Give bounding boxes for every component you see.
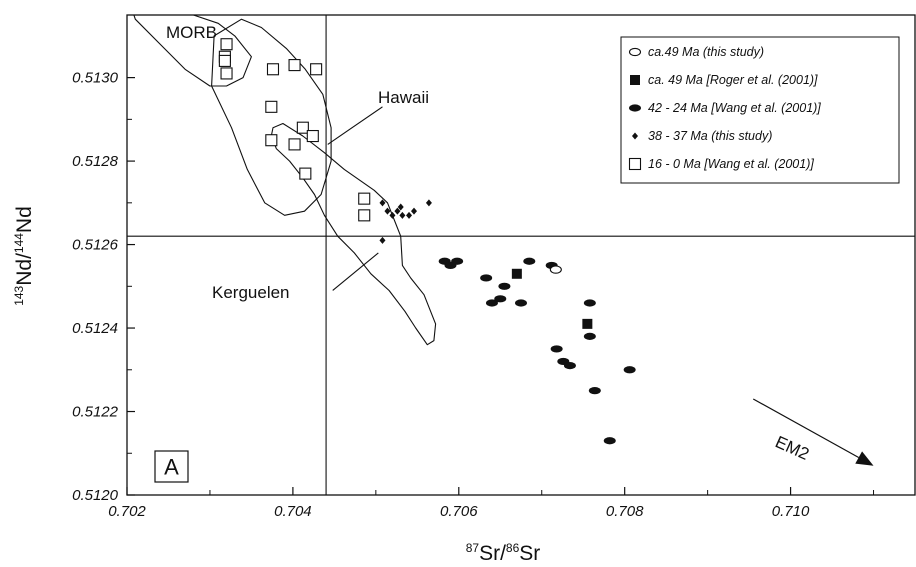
y-tick-label: 0.5130: [72, 70, 119, 87]
reference-lines: [127, 15, 915, 495]
legend-item-2: ca. 49 Ma [Roger et al. (2001)]: [648, 73, 818, 87]
open-square-data-point: [310, 63, 323, 76]
open-square-data-point: [220, 67, 233, 80]
diamond-data-point: [384, 207, 391, 215]
filled-ellipse-data-point: [451, 257, 464, 265]
x-tick-label: 0.704: [274, 503, 312, 520]
legend-marker-filled-ellipse: [629, 104, 641, 112]
x-tick-labels: 0.702 0.704 0.706 0.708 0.710: [108, 503, 810, 520]
open-square-data-point: [288, 138, 301, 151]
filled-ellipse-data-point: [583, 332, 596, 340]
diamond-data-point: [397, 203, 404, 211]
filled-square-data-point: [511, 268, 522, 279]
y-tick-label: 0.5128: [72, 153, 119, 170]
open-square-data-point: [299, 167, 312, 180]
filled-ellipse-data-point: [563, 362, 576, 370]
open-square-data-point: [358, 192, 371, 205]
panel-label-box: [154, 450, 189, 483]
open-square-data-point: [220, 38, 233, 51]
filled-ellipse-data-point: [603, 437, 616, 445]
diamond-data-point: [425, 199, 432, 207]
y-tick-label: 0.5122: [72, 404, 119, 421]
filled-ellipse-data-point: [523, 257, 536, 265]
diamond-data-point: [379, 236, 386, 244]
annotation-arrows: [327, 106, 874, 466]
open-circle-data-point: [549, 265, 562, 274]
filled-ellipse-data-point: [588, 387, 601, 395]
y-axis-title: 143Nd/144Nd: [12, 206, 36, 306]
diamond-data-point: [379, 199, 386, 207]
data-points: [218, 38, 636, 445]
filled-ellipse-data-point: [515, 299, 527, 307]
diamond-data-point: [410, 207, 417, 215]
hawaii-leader-line: [327, 106, 383, 145]
y-tick-label: 0.5120: [72, 487, 119, 504]
x-tick-label: 0.702: [108, 503, 146, 520]
legend-item-3: 42 - 24 Ma [Wang et al. (2001)]: [648, 101, 821, 115]
open-square-data-point: [266, 63, 280, 76]
kerguelen-field-outline: [270, 122, 437, 346]
diamond-data-point: [394, 207, 401, 215]
filled-ellipse-data-point: [623, 366, 636, 374]
x-tick-label: 0.710: [772, 503, 810, 520]
legend-marker-diamond: [632, 132, 638, 140]
x-tick-label: 0.708: [606, 503, 644, 520]
em2-arrow-head: [855, 451, 874, 466]
hawaii-field-label: Hawaii: [378, 88, 429, 107]
x-tick-label: 0.706: [440, 503, 478, 520]
legend-marker-open-circle: [628, 47, 642, 57]
y-tick-labels: 0.5120 0.5122 0.5124 0.5126 0.5128 0.5130: [72, 70, 119, 504]
filled-square-data-point: [582, 318, 593, 329]
legend-item-1: ca.49 Ma (this study): [648, 45, 764, 59]
legend-box: [620, 36, 900, 184]
axis-ticks: [126, 77, 875, 496]
filled-ellipse-data-point: [480, 274, 493, 282]
diamond-data-point: [406, 211, 413, 219]
legend-marker-filled-square: [630, 75, 640, 85]
legend-item-4: 38 - 37 Ma (this study): [648, 129, 772, 143]
open-square-data-point: [265, 100, 278, 113]
kerguelen-leader-line: [332, 252, 379, 291]
y-tick-label: 0.5124: [72, 320, 118, 337]
kerguelen-field-label: Kerguelen: [212, 283, 290, 302]
open-square-data-point: [358, 209, 371, 222]
filled-ellipse-data-point: [494, 295, 507, 303]
open-square-data-point: [306, 129, 319, 143]
x-axis-title: 87Sr/86Sr: [466, 541, 541, 565]
legend: ca.49 Ma (this study) ca. 49 Ma [Roger e…: [620, 36, 900, 184]
filled-ellipse-data-point: [583, 299, 596, 307]
filled-ellipse-data-point: [550, 345, 563, 353]
open-square-data-point: [218, 54, 231, 67]
legend-item-5: 16 - 0 Ma [Wang et al. (2001)]: [648, 157, 814, 171]
y-tick-label: 0.5126: [72, 237, 119, 254]
diamond-data-point: [389, 211, 396, 219]
legend-markers: [628, 47, 642, 171]
em2-arrow-shaft: [752, 398, 859, 459]
legend-marker-open-square: [628, 157, 642, 171]
panel-label: A: [164, 455, 179, 480]
filled-ellipse-data-point: [498, 282, 511, 290]
open-square-data-point: [265, 134, 278, 147]
diamond-data-point: [399, 211, 406, 219]
open-square-data-point: [288, 59, 301, 72]
morb-field-outline: [133, 15, 252, 87]
open-square-data-point: [296, 121, 309, 134]
morb-field-label: MORB: [166, 23, 217, 42]
filled-ellipse-data-point: [485, 299, 498, 307]
